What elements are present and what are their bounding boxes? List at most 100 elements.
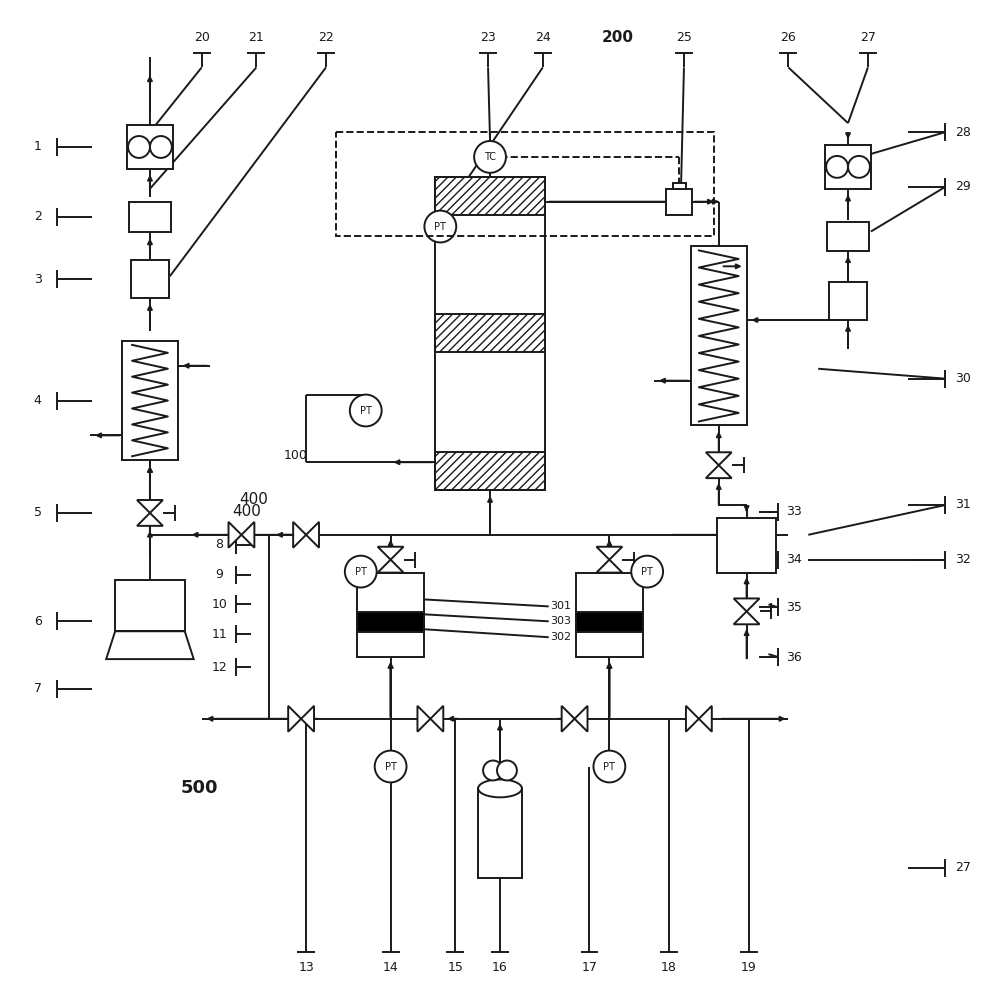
Text: 303: 303: [550, 616, 571, 626]
Text: PT: PT: [604, 762, 616, 772]
Text: PT: PT: [360, 406, 372, 416]
Circle shape: [826, 156, 848, 178]
Bar: [123, 341, 178, 460]
Text: 21: 21: [248, 31, 264, 44]
Polygon shape: [575, 706, 588, 732]
Polygon shape: [288, 706, 301, 732]
Text: TC: TC: [484, 152, 496, 162]
Circle shape: [350, 395, 381, 426]
Circle shape: [848, 156, 870, 178]
Polygon shape: [293, 522, 306, 548]
Polygon shape: [377, 547, 403, 560]
Text: 17: 17: [582, 961, 598, 974]
Polygon shape: [734, 598, 760, 611]
Bar: [435, 177, 545, 490]
Circle shape: [474, 141, 506, 173]
Text: 24: 24: [535, 31, 551, 44]
Polygon shape: [597, 560, 622, 573]
Bar: [825, 145, 871, 189]
Text: 10: 10: [211, 598, 227, 611]
Circle shape: [150, 136, 172, 158]
Polygon shape: [137, 500, 163, 513]
Text: 400: 400: [232, 504, 261, 519]
Text: 28: 28: [955, 126, 971, 139]
Polygon shape: [377, 560, 403, 573]
Text: 13: 13: [298, 961, 314, 974]
Bar: [673, 183, 686, 189]
Text: 29: 29: [955, 180, 971, 193]
Polygon shape: [301, 706, 314, 732]
Text: 30: 30: [955, 372, 971, 385]
Text: 25: 25: [676, 31, 692, 44]
Bar: [717, 518, 777, 573]
Bar: [127, 125, 173, 169]
Circle shape: [128, 136, 150, 158]
Text: 301: 301: [550, 601, 571, 611]
Text: 12: 12: [212, 661, 227, 674]
Text: 16: 16: [492, 961, 508, 974]
Text: 27: 27: [955, 861, 971, 874]
Text: PT: PT: [384, 762, 396, 772]
Text: 500: 500: [181, 779, 218, 797]
Bar: [435, 452, 545, 490]
Text: 35: 35: [787, 601, 802, 614]
Circle shape: [631, 556, 663, 588]
Polygon shape: [137, 513, 163, 526]
Text: 7: 7: [34, 682, 42, 695]
Bar: [116, 580, 184, 631]
Text: 36: 36: [787, 651, 802, 664]
Polygon shape: [597, 547, 622, 560]
Text: 33: 33: [787, 505, 802, 518]
Bar: [666, 189, 692, 215]
Circle shape: [345, 556, 376, 588]
Polygon shape: [699, 706, 712, 732]
Text: 1: 1: [34, 140, 42, 153]
Text: 9: 9: [215, 568, 223, 581]
Text: 23: 23: [480, 31, 496, 44]
Text: 32: 32: [955, 553, 971, 566]
Bar: [829, 282, 867, 320]
Polygon shape: [107, 631, 193, 659]
Text: 11: 11: [212, 628, 227, 641]
Text: PT: PT: [355, 567, 367, 577]
Polygon shape: [562, 706, 575, 732]
Text: 100: 100: [283, 449, 307, 462]
Polygon shape: [706, 452, 732, 465]
Polygon shape: [228, 522, 241, 548]
Bar: [576, 573, 643, 657]
Circle shape: [594, 751, 625, 782]
Polygon shape: [686, 706, 699, 732]
Bar: [576, 612, 643, 632]
Text: 31: 31: [955, 498, 971, 511]
Text: 15: 15: [447, 961, 463, 974]
Text: 18: 18: [661, 961, 677, 974]
Polygon shape: [430, 706, 443, 732]
Text: 19: 19: [741, 961, 757, 974]
Ellipse shape: [478, 779, 522, 797]
Text: PT: PT: [641, 567, 653, 577]
Text: 2: 2: [34, 210, 42, 223]
Text: 6: 6: [34, 615, 42, 628]
Polygon shape: [417, 706, 430, 732]
Text: PT: PT: [434, 222, 446, 232]
Bar: [478, 788, 522, 878]
Text: 27: 27: [860, 31, 875, 44]
Text: 5: 5: [34, 506, 42, 519]
Text: 4: 4: [34, 394, 42, 407]
Circle shape: [424, 211, 456, 242]
Bar: [435, 177, 545, 215]
Bar: [129, 202, 171, 232]
Polygon shape: [734, 611, 760, 624]
Bar: [131, 260, 169, 298]
Text: 22: 22: [318, 31, 334, 44]
Polygon shape: [306, 522, 319, 548]
Circle shape: [374, 751, 406, 782]
Text: 400: 400: [239, 492, 268, 508]
Text: 8: 8: [215, 538, 223, 551]
Text: 200: 200: [602, 30, 633, 45]
Bar: [357, 612, 424, 632]
Polygon shape: [241, 522, 254, 548]
Text: 3: 3: [34, 273, 42, 286]
Text: 26: 26: [781, 31, 796, 44]
Bar: [691, 246, 747, 425]
